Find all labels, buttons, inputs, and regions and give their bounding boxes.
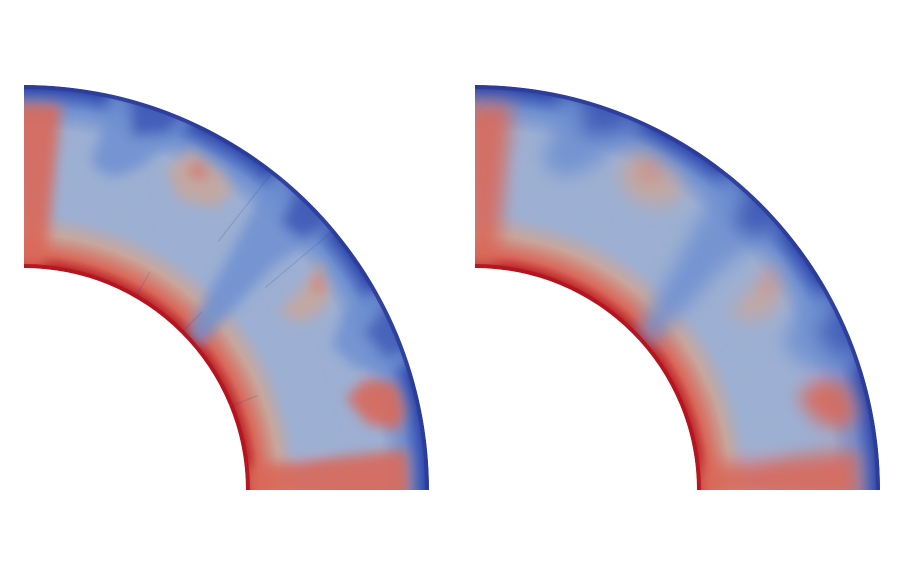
left-panel (0, 60, 451, 510)
annulus-field (24, 85, 429, 490)
annulus-field (475, 85, 880, 490)
left-annulus-plot (24, 85, 429, 490)
right-panel (451, 60, 902, 510)
right-annulus-plot (475, 85, 880, 490)
